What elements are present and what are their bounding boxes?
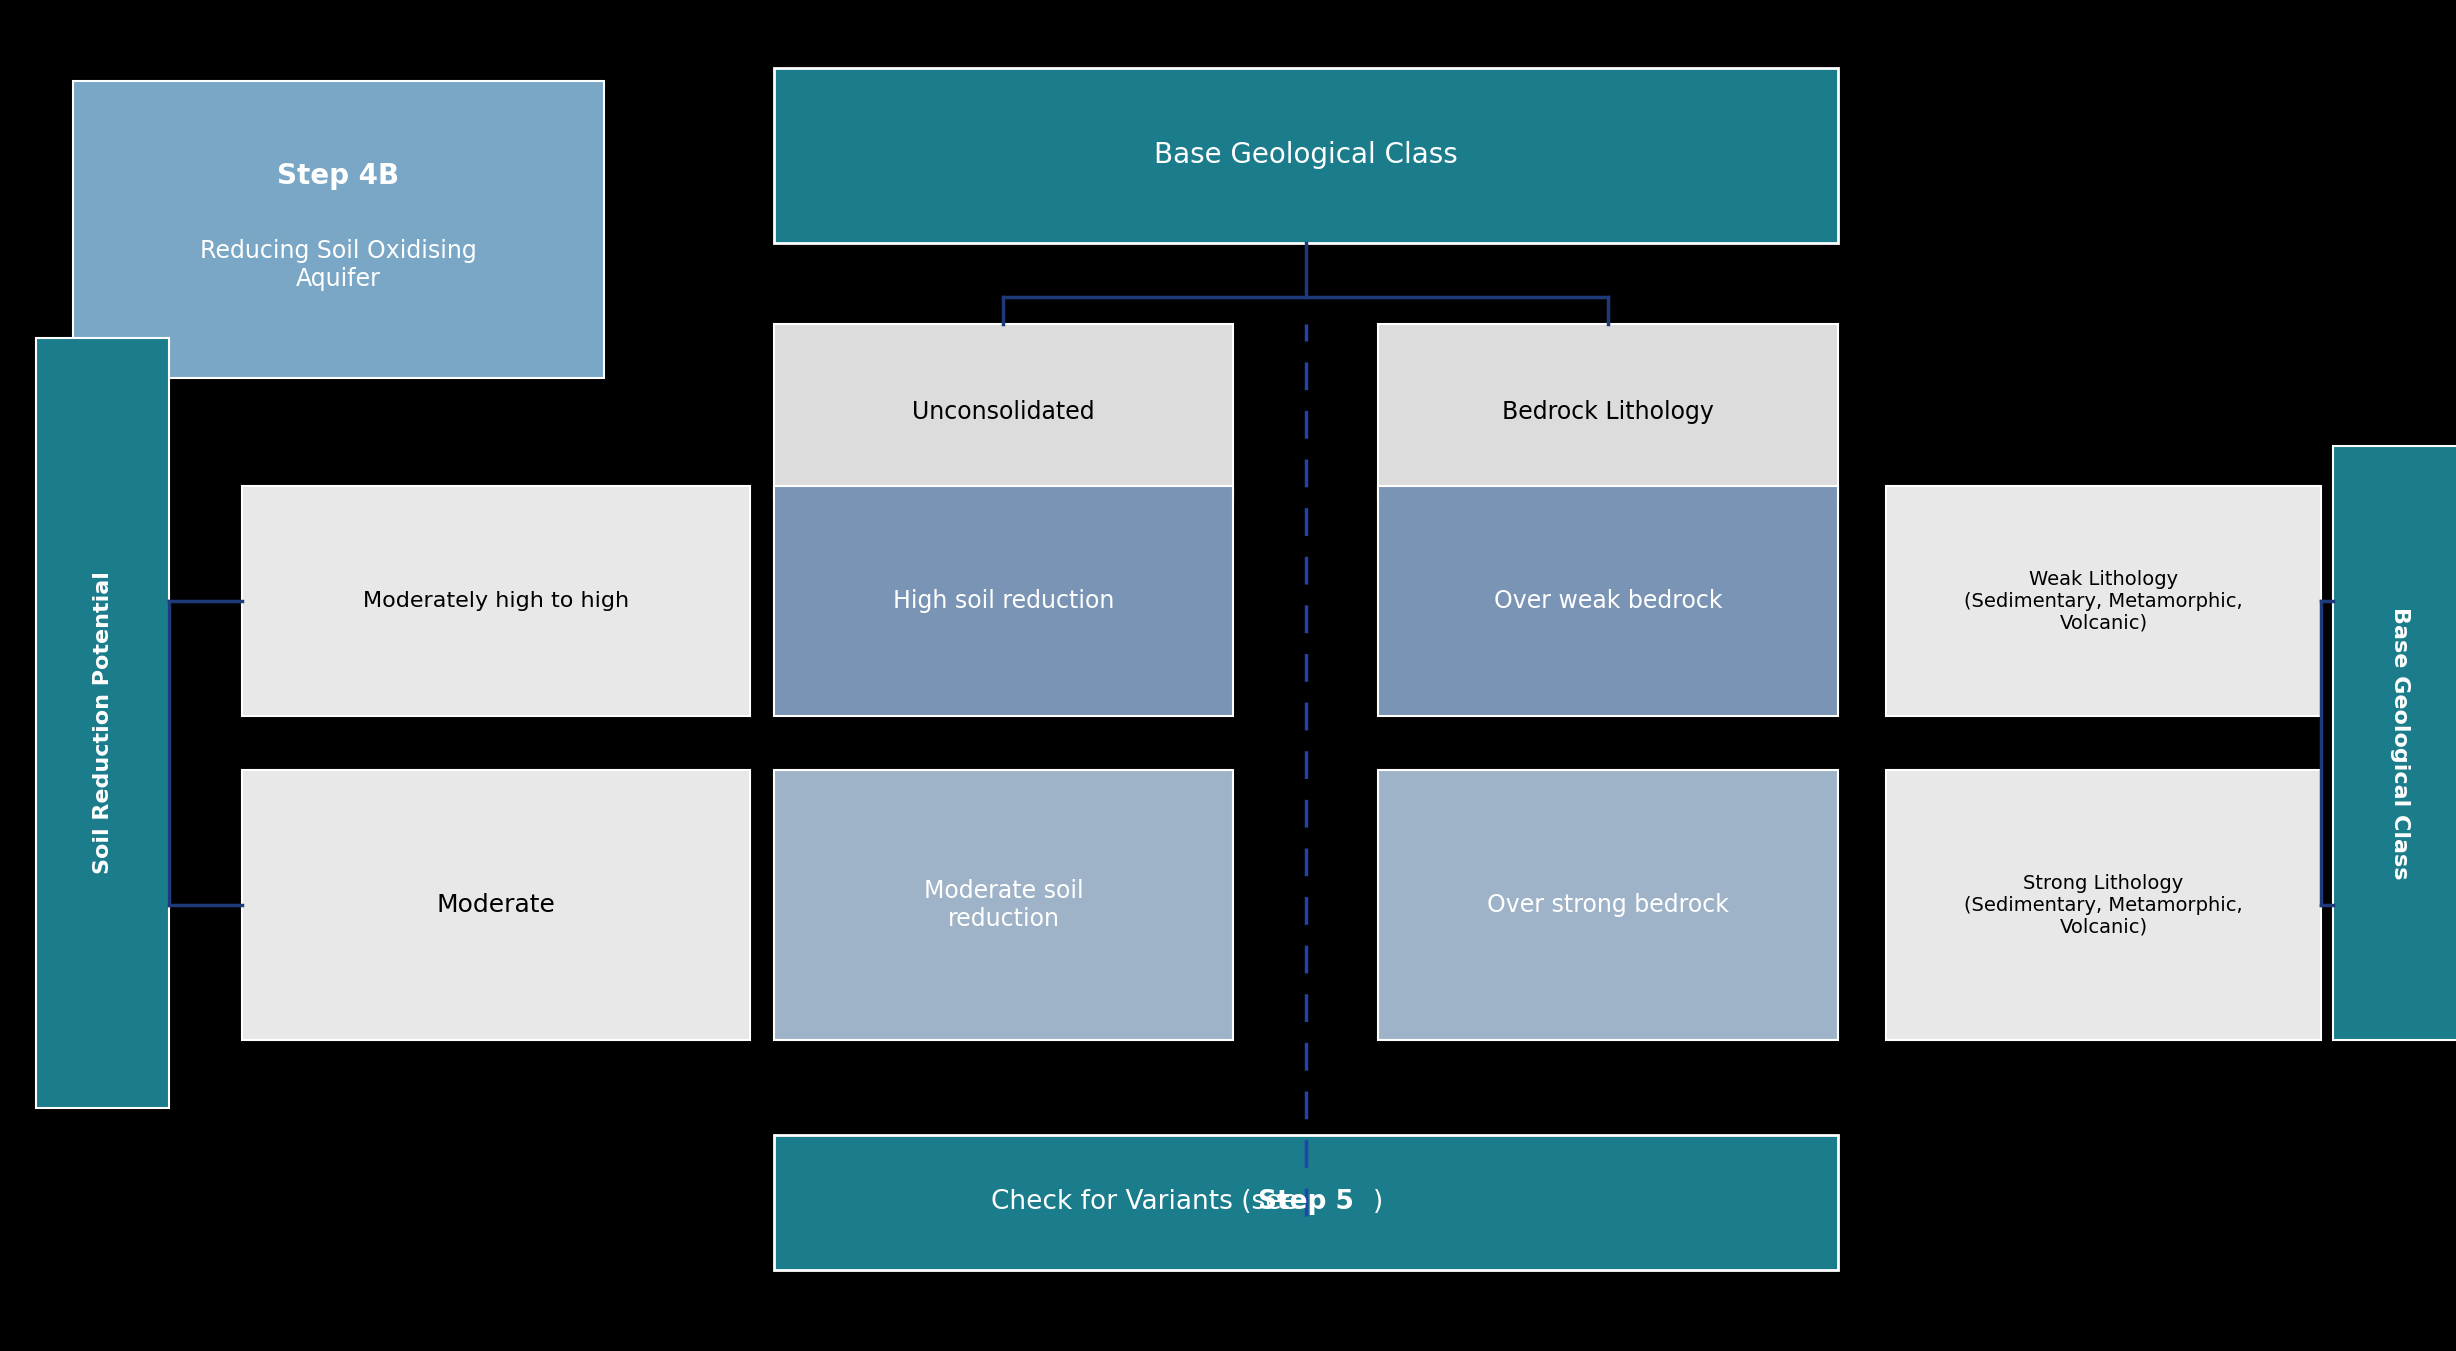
FancyBboxPatch shape bbox=[1886, 486, 2321, 716]
Text: High soil reduction: High soil reduction bbox=[892, 589, 1115, 613]
FancyBboxPatch shape bbox=[1378, 486, 1837, 716]
FancyBboxPatch shape bbox=[774, 770, 1233, 1040]
Text: ): ) bbox=[1307, 1189, 1383, 1216]
Text: Moderately high to high: Moderately high to high bbox=[363, 592, 629, 611]
FancyBboxPatch shape bbox=[1378, 770, 1837, 1040]
Text: Check for Variants (see: Check for Variants (see bbox=[990, 1189, 1307, 1216]
Text: Step 4B: Step 4B bbox=[278, 162, 400, 190]
Text: Step 5: Step 5 bbox=[1257, 1189, 1353, 1216]
Text: Reducing Soil Oxidising
Aquifer: Reducing Soil Oxidising Aquifer bbox=[199, 239, 476, 292]
Text: Base Geological Class: Base Geological Class bbox=[2390, 607, 2409, 880]
Text: Base Geological Class: Base Geological Class bbox=[1154, 142, 1456, 169]
Text: Over weak bedrock: Over weak bedrock bbox=[1493, 589, 1722, 613]
FancyBboxPatch shape bbox=[774, 324, 1233, 500]
FancyBboxPatch shape bbox=[74, 81, 604, 378]
Text: Bedrock Lithology: Bedrock Lithology bbox=[1503, 400, 1714, 424]
FancyBboxPatch shape bbox=[1886, 770, 2321, 1040]
Text: Weak Lithology
(Sedimentary, Metamorphic,
Volcanic): Weak Lithology (Sedimentary, Metamorphic… bbox=[1965, 570, 2242, 632]
FancyBboxPatch shape bbox=[241, 770, 749, 1040]
Text: Strong Lithology
(Sedimentary, Metamorphic,
Volcanic): Strong Lithology (Sedimentary, Metamorph… bbox=[1965, 874, 2242, 936]
Text: Soil Reduction Potential: Soil Reduction Potential bbox=[93, 571, 113, 874]
FancyBboxPatch shape bbox=[241, 486, 749, 716]
FancyBboxPatch shape bbox=[2333, 446, 2456, 1040]
FancyBboxPatch shape bbox=[774, 486, 1233, 716]
Text: Over strong bedrock: Over strong bedrock bbox=[1486, 893, 1729, 917]
Text: Moderate: Moderate bbox=[437, 893, 555, 917]
FancyBboxPatch shape bbox=[37, 338, 169, 1108]
FancyBboxPatch shape bbox=[774, 1135, 1837, 1270]
Text: Unconsolidated: Unconsolidated bbox=[911, 400, 1095, 424]
FancyBboxPatch shape bbox=[774, 68, 1837, 243]
Text: Moderate soil
reduction: Moderate soil reduction bbox=[923, 880, 1083, 931]
FancyBboxPatch shape bbox=[1378, 324, 1837, 500]
